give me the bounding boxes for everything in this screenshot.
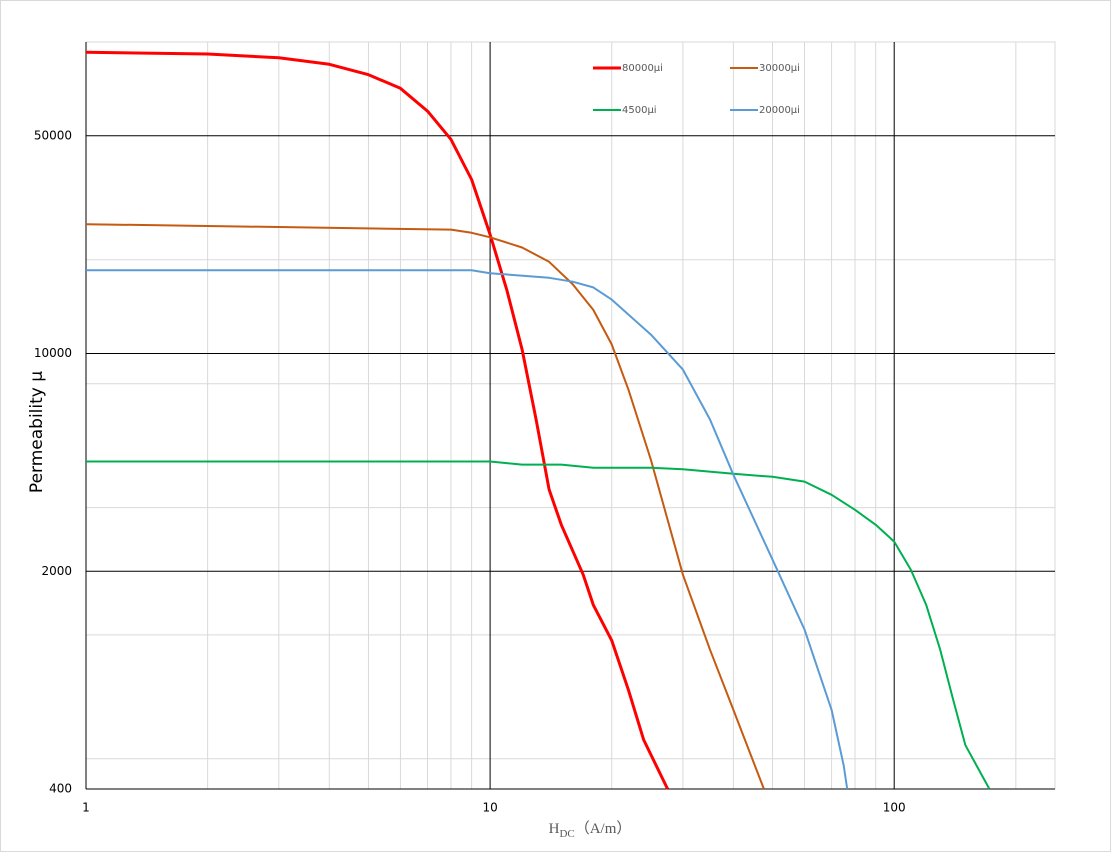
x-tick-label: 1 (82, 801, 90, 815)
x-axis-label: HDC（A/m） (549, 820, 632, 839)
series-line (85, 50, 669, 790)
series-line (86, 269, 849, 790)
legend-label: 30000μi (759, 63, 800, 74)
y-tick-label: 2000 (41, 564, 72, 578)
x-label-unit: （A/m） (575, 820, 632, 837)
series-line (86, 460, 991, 790)
x-label-sub: DC (559, 828, 574, 840)
y-tick-label: 400 (49, 782, 72, 796)
series-line (85, 223, 765, 790)
legend-label: 20000μi (759, 105, 800, 116)
x-label-main: H (549, 821, 560, 837)
x-tick-label: 10 (482, 801, 497, 815)
legend-label: 80000μi (622, 63, 663, 74)
y-tick-label: 50000 (34, 128, 72, 142)
y-tick-label: 10000 (34, 346, 72, 360)
y-axis-label: Permeability μ (27, 371, 47, 493)
legend-label: 4500μi (622, 105, 657, 116)
x-tick-label: 100 (883, 801, 906, 815)
